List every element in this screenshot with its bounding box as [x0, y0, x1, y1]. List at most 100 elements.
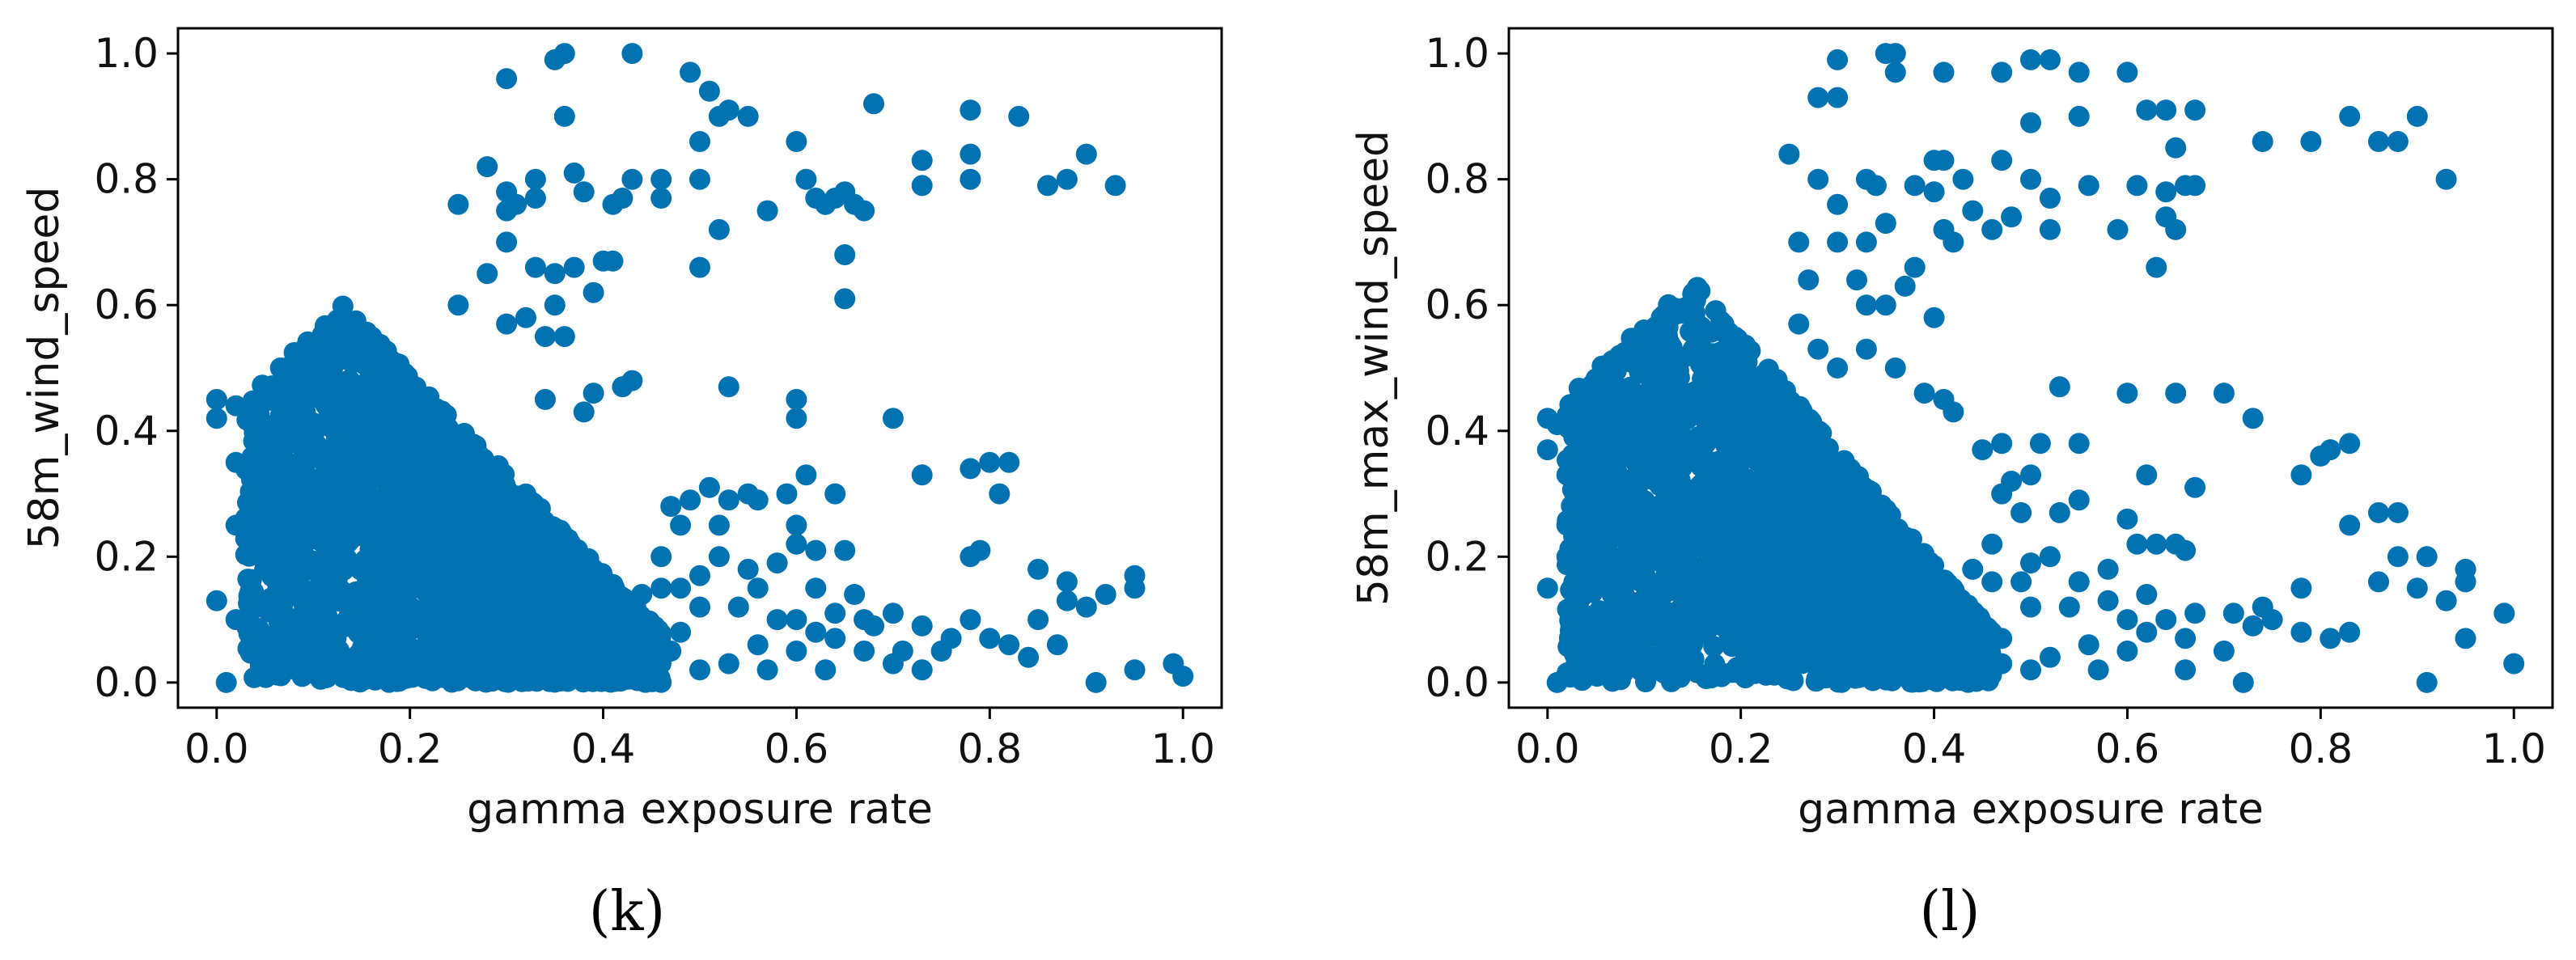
scatter-point — [766, 609, 788, 631]
scatter-point — [1981, 571, 2003, 593]
scatter-point — [2116, 641, 2138, 662]
scatter-point-cluster — [290, 507, 312, 529]
scatter-point-cluster — [416, 565, 438, 587]
scatter-point-cluster — [399, 552, 421, 573]
scatter-point-cluster — [1824, 513, 1846, 535]
scatter-point-cluster — [1657, 515, 1679, 537]
scatter-point — [834, 288, 856, 310]
scatter-point — [1037, 175, 1058, 197]
scatter-point-cluster — [447, 566, 468, 588]
scatter-point-cluster — [487, 641, 509, 663]
scatter-point-cluster — [1735, 468, 1757, 490]
scatter-point-cluster — [1783, 455, 1805, 476]
scatter-point — [650, 188, 672, 209]
scatter-point — [1075, 143, 1097, 165]
scatter-point-cluster — [602, 649, 624, 670]
scatter-point — [1875, 213, 1896, 235]
scatter-point-cluster — [1912, 641, 1934, 663]
scatter-point — [689, 131, 710, 152]
scatter-point — [989, 483, 1010, 505]
scatter-point — [631, 584, 653, 605]
scatter-point — [786, 131, 807, 152]
scatter-point-cluster — [396, 609, 418, 631]
scatter-point — [670, 621, 692, 643]
scatter-point — [1827, 49, 1849, 70]
scatter-point-cluster — [1634, 490, 1655, 512]
scatter-point — [2068, 105, 2090, 127]
panel-l: 0.0 0.2 0.4 0.6 0.8 1.0 0.00.20.40.60.81.0 ga… — [1349, 27, 2554, 944]
scatter-point-cluster — [1680, 564, 1702, 586]
scatter-point-cluster — [1884, 659, 1906, 681]
scatter-point — [1884, 357, 1906, 379]
scatter-point — [2020, 464, 2041, 486]
scatter-point — [2165, 218, 2187, 240]
scatter-point — [2020, 168, 2041, 190]
scatter-point — [1536, 439, 1558, 461]
scatter-point-cluster — [1629, 347, 1650, 369]
scatter-point-cluster — [1929, 649, 1950, 670]
scatter-point — [225, 395, 247, 417]
scatter-point-cluster — [1731, 407, 1752, 429]
scatter-point — [786, 388, 807, 410]
scatter-point — [1788, 313, 1810, 335]
scatter-point — [824, 603, 846, 624]
scatter-point — [612, 188, 633, 209]
scatter-point — [718, 99, 739, 121]
scatter-point — [960, 168, 981, 190]
scatter-point — [698, 476, 720, 498]
scatter-point — [1807, 338, 1829, 360]
scatter-point-cluster — [1780, 391, 1802, 412]
scatter-point-cluster — [1664, 489, 1686, 510]
y-tick-label: 0.2 — [1425, 533, 1489, 580]
panel-caption: (l) — [1920, 880, 1981, 944]
scatter-point-cluster — [1616, 425, 1638, 447]
scatter-point — [2116, 609, 2138, 631]
scatter-point-cluster — [1802, 617, 1824, 639]
scatter-point — [2116, 383, 2138, 404]
scatter-point — [544, 263, 566, 285]
scatter-point — [1981, 218, 2003, 240]
scatter-point-cluster — [315, 329, 337, 351]
scatter-point — [824, 628, 846, 649]
scatter-point-cluster — [333, 559, 354, 581]
panel-caption: (k) — [589, 880, 665, 944]
scatter-point-cluster — [1881, 572, 1903, 594]
scatter-point-cluster — [1660, 422, 1682, 444]
scatter-point — [776, 483, 798, 505]
scatter-point — [2310, 445, 2332, 467]
scatter-point — [1904, 175, 1926, 197]
scatter-point-cluster — [1901, 548, 1923, 570]
scatter-point — [979, 451, 1001, 473]
scatter-point — [882, 603, 904, 624]
scatter-point — [960, 458, 981, 480]
x-tick-label: 1.0 — [2481, 725, 2546, 772]
scatter-point — [2136, 584, 2158, 605]
scatter-point-cluster — [369, 579, 391, 601]
scatter-point-cluster — [1662, 372, 1684, 394]
scatter-point — [1923, 181, 1945, 203]
scatter-point-cluster — [238, 527, 260, 548]
scatter-point — [1991, 628, 2013, 649]
scatter-point — [2184, 175, 2206, 197]
scatter-point-cluster — [460, 594, 482, 615]
scatter-point — [573, 401, 595, 423]
x-axis-label: gamma exposure rate — [467, 785, 933, 834]
scatter-point-cluster — [1735, 433, 1756, 455]
scatter-point-cluster — [1748, 505, 1769, 527]
scatter-point — [2001, 206, 2023, 228]
scatter-point — [1855, 231, 1877, 253]
scatter-point — [680, 61, 701, 83]
scatter-point-cluster — [507, 616, 529, 638]
scatter-point-cluster — [1593, 661, 1615, 682]
scatter-point-cluster — [1629, 613, 1650, 635]
scatter-point — [2387, 501, 2409, 523]
scatter-point — [2242, 408, 2264, 429]
scatter-point-cluster — [1833, 451, 1855, 473]
scatter-point-cluster — [339, 369, 360, 391]
scatter-point-cluster — [1722, 383, 1743, 404]
scatter-point — [2416, 546, 2438, 568]
scatter-point — [534, 326, 556, 348]
scatter-point — [1056, 571, 1078, 593]
scatter-point-cluster — [1682, 282, 1704, 304]
scatter-point — [631, 609, 653, 631]
